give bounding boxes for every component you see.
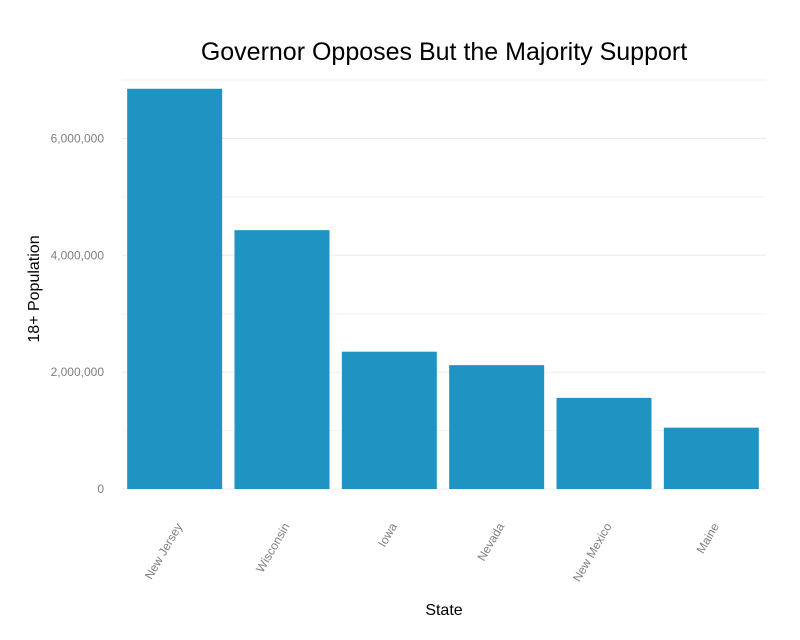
chart-title: Governor Opposes But the Majority Suppor…: [201, 38, 687, 66]
x-tick-label: New Mexico: [570, 520, 615, 584]
x-tick-label: Nevada: [474, 520, 507, 563]
x-axis-ticks: New Jersey Wisconsin Iowa Nevada New Mexico M…: [142, 520, 722, 584]
bar-new-jersey: [127, 88, 223, 489]
x-axis-label: State: [425, 602, 462, 619]
bar-maine: [663, 427, 759, 489]
bar-nevada: [449, 365, 545, 489]
x-tick-label: New Jersey: [142, 521, 185, 582]
bar-iowa: [341, 351, 437, 489]
bars: [127, 88, 759, 489]
y-tick-label: 2,000,000: [51, 365, 105, 379]
x-tick-label: Wisconsin: [253, 521, 292, 575]
y-axis-ticks: 0 2,000,000 4,000,000 6,000,000: [51, 131, 105, 496]
grid: [122, 79, 766, 490]
y-axis-label: 18+ Population: [26, 235, 43, 342]
x-tick-label: Iowa: [375, 520, 400, 549]
x-tick-label: Maine: [693, 520, 722, 556]
y-tick-label: 0: [97, 482, 104, 496]
bar-wisconsin: [234, 230, 330, 489]
y-tick-label: 6,000,000: [51, 131, 105, 145]
bar-new-mexico: [556, 397, 652, 489]
y-tick-label: 4,000,000: [51, 248, 105, 262]
